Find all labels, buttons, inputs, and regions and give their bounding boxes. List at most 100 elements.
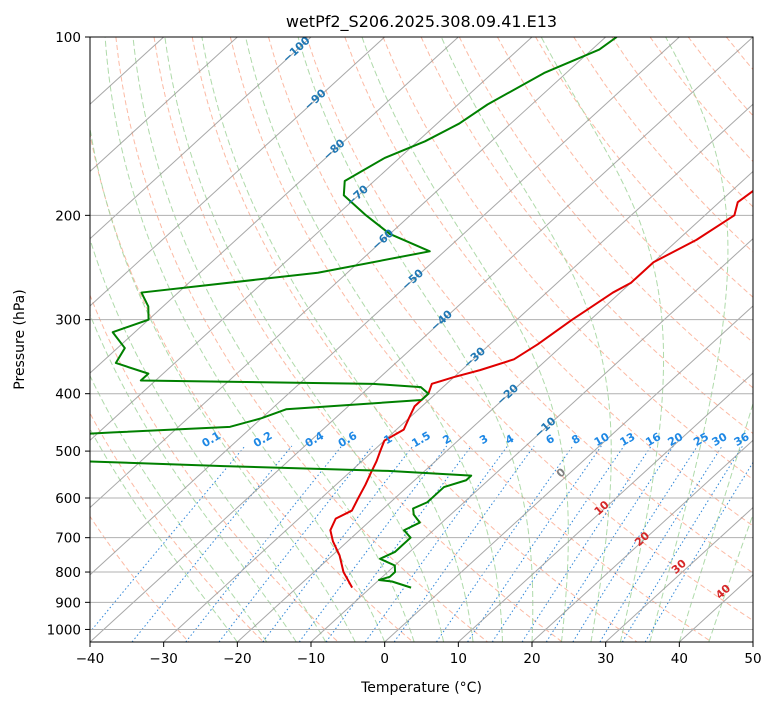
isotherm-label: −100 — [280, 34, 313, 66]
mixing-ratio-label: 0.4 — [303, 429, 327, 450]
isotherm-label: −70 — [344, 182, 371, 208]
mixing-ratio-line — [262, 445, 414, 642]
moist-adiabat — [245, 37, 504, 642]
x-tick-label: 50 — [744, 651, 761, 667]
dry-adiabat — [382, 37, 753, 481]
y-tick-label: 700 — [55, 531, 81, 547]
x-tick-label: −30 — [149, 651, 178, 667]
isotherm-label: −30 — [461, 344, 488, 370]
isotherm-label: −50 — [399, 266, 426, 292]
isotherm — [90, 37, 753, 642]
isotherm — [236, 170, 753, 642]
plot-frame — [89, 36, 754, 643]
dry-adiabat — [765, 37, 775, 642]
isotherm — [384, 305, 753, 642]
isotherm — [90, 37, 238, 173]
dry-adiabat — [268, 37, 753, 622]
mixing-ratio-label: 2 — [440, 432, 453, 447]
x-tick-label: 40 — [671, 651, 688, 667]
isotherm-lines — [90, 37, 753, 642]
y-tick-label: 400 — [55, 387, 81, 403]
mixing-ratio-line — [131, 445, 293, 642]
isotherm-label: −60 — [369, 226, 396, 252]
mixing-ratio-line — [185, 445, 343, 642]
mixing-ratio-label: 3 — [477, 432, 490, 447]
isotherm — [90, 37, 533, 442]
y-tick-label: 200 — [55, 208, 81, 224]
chart-title: wetPf2_S206.2025.308.09.41.E13 — [286, 12, 557, 32]
moist-adiabat — [649, 37, 729, 642]
moist-adiabat — [90, 237, 327, 642]
moist-adiabat — [201, 37, 474, 642]
mixing-ratio-line — [218, 445, 373, 642]
moist-adiabat — [540, 37, 665, 642]
mixing-ratio-line — [599, 445, 723, 642]
x-axis-label: Temperature (°C) — [360, 680, 482, 696]
mixing-ratio-line — [572, 445, 698, 642]
isotherm — [90, 37, 680, 576]
y-tick-label: 500 — [55, 444, 81, 460]
isotherm-label: −20 — [494, 381, 521, 407]
mixing-ratio-label: 0.2 — [251, 429, 274, 450]
isotherm — [90, 37, 607, 509]
dry-adiabat — [229, 37, 712, 642]
isotherm — [457, 372, 753, 642]
y-axis: 100 200 300 400 500 600 700 800 900 1000 — [47, 30, 90, 638]
y-tick-label: 900 — [55, 595, 81, 611]
mixing-ratio-label: 20 — [665, 430, 685, 449]
mixing-ratio-lines — [90, 445, 753, 642]
mixing-ratio-label: 36 — [732, 430, 752, 449]
moist-adiabat — [90, 427, 238, 642]
isotherm — [752, 641, 753, 642]
mixing-ratio-line — [644, 461, 753, 642]
isotherm — [531, 439, 753, 642]
moist-adiabat-label: 0 — [554, 465, 569, 480]
dry-adiabat — [497, 37, 753, 344]
dry-adiabat — [649, 37, 753, 163]
mixing-ratio-line — [90, 445, 246, 633]
pressure-gridlines — [90, 37, 753, 630]
dry-adiabat — [90, 131, 414, 642]
x-tick-label: −10 — [297, 651, 326, 667]
y-tick-label: 800 — [55, 565, 81, 581]
dry-adiabat — [115, 37, 488, 642]
isotherm — [605, 506, 753, 642]
mixing-ratio-label: 30 — [710, 430, 730, 449]
isotherm-label: −40 — [428, 307, 455, 333]
mixing-ratio-line — [436, 445, 574, 642]
y-tick-label: 100 — [55, 30, 81, 46]
moist-adiabat — [678, 401, 753, 642]
moist-adiabat — [708, 513, 753, 642]
isotherm — [310, 237, 753, 642]
x-tick-label: 30 — [597, 651, 614, 667]
moist-adiabat — [361, 37, 569, 642]
mixing-ratio-label: 6 — [544, 432, 557, 447]
isotherm — [90, 37, 386, 307]
dry-adiabat — [90, 412, 264, 642]
y-tick-label: 300 — [55, 313, 81, 329]
mixing-ratio-line — [364, 445, 508, 642]
moist-adiabat — [297, 37, 534, 642]
mixing-ratio-line — [298, 445, 448, 642]
mixing-ratio-label: 4 — [503, 432, 516, 447]
mixing-ratio-line — [491, 445, 625, 642]
moist-adiabat — [104, 37, 386, 642]
isotherm-label: −80 — [321, 136, 348, 162]
x-axis: −40 −30 −20 −10 0 10 20 30 40 50 — [76, 642, 762, 667]
isotherm-label: −90 — [302, 86, 329, 112]
x-tick-label: 20 — [523, 651, 540, 667]
x-tick-label: −40 — [76, 651, 105, 667]
mixing-ratio-label: 25 — [691, 430, 711, 449]
moist-adiabat — [90, 125, 356, 642]
dry-adiabat — [344, 37, 753, 527]
series-layer — [90, 37, 753, 589]
y-axis-label: Pressure (hPa) — [12, 289, 28, 389]
mixing-ratio-label: 16 — [643, 430, 663, 449]
isotherm — [90, 37, 459, 374]
isotherm — [163, 103, 753, 642]
dry-adiabat — [90, 515, 190, 642]
dry-adiabat — [611, 37, 753, 208]
mixing-ratio-label: 0.1 — [200, 429, 223, 450]
x-tick-label: 0 — [380, 651, 389, 667]
mixing-ratio-label: 10 — [592, 430, 612, 449]
